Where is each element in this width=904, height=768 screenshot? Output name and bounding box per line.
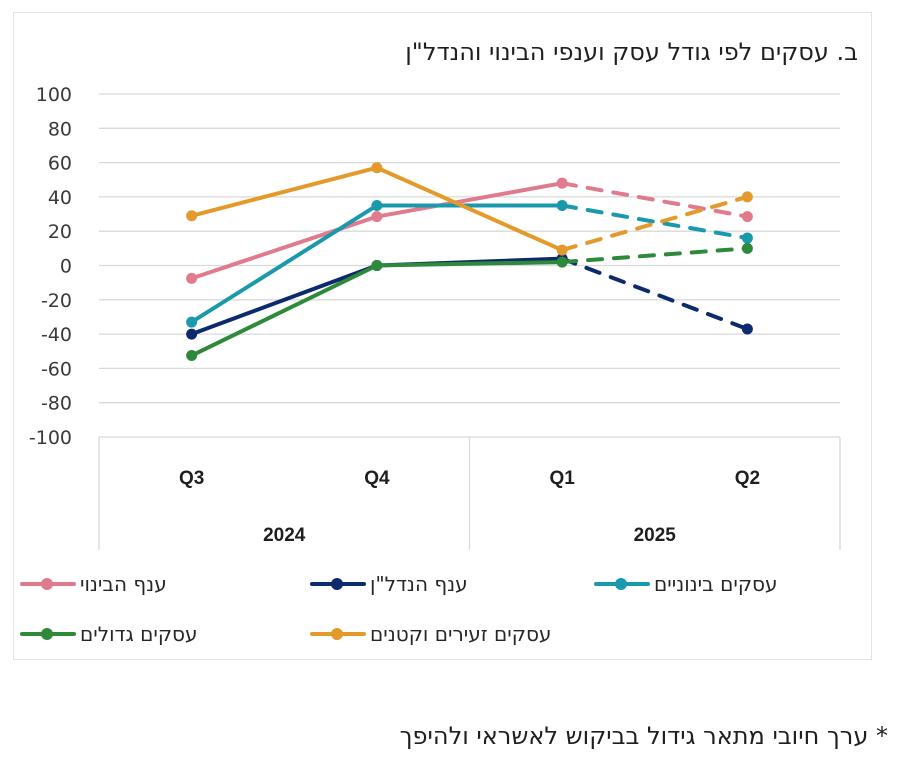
data-point	[371, 199, 383, 211]
data-point	[556, 256, 568, 268]
data-point	[556, 244, 568, 256]
legend-label: ענף הנדל"ן	[370, 572, 468, 596]
y-tick-label: 80	[48, 118, 72, 140]
data-point	[371, 162, 383, 174]
y-tick-label: 40	[48, 187, 72, 209]
data-point	[741, 191, 753, 203]
y-tick-label: 60	[48, 153, 72, 175]
x-group-label: 2024	[263, 525, 306, 546]
legend-swatch-medium-businesses	[594, 576, 650, 592]
y-tick-label: 0	[60, 256, 72, 278]
legend-swatch-construction	[20, 576, 76, 592]
legend-swatch-real-estate	[310, 576, 366, 592]
data-point	[741, 323, 753, 335]
y-tick-label: -100	[29, 427, 72, 449]
legend-item-construction: ענף הבינוי	[20, 572, 167, 596]
y-tick-label: -20	[41, 290, 72, 312]
legend-item-medium-businesses: עסקים בינוניים	[594, 572, 778, 596]
series-forecast-line	[560, 246, 750, 265]
y-tick-label: -40	[41, 324, 72, 346]
series-forecast-line	[560, 181, 750, 219]
legend-swatch-small-businesses	[310, 626, 366, 642]
legend-label: ענף הבינוי	[80, 572, 167, 596]
footnote: * ערך חיובי מתאר גידול בביקוש לאשראי ולה…	[399, 722, 888, 750]
data-point	[186, 210, 198, 222]
x-tick-label: Q4	[364, 468, 390, 489]
y-tick-label: -60	[41, 358, 72, 380]
y-tick-label: 100	[36, 84, 72, 106]
legend-item-large-businesses: עסקים גדולים	[20, 622, 198, 646]
data-point	[741, 242, 753, 254]
data-point	[556, 199, 568, 211]
x-tick-label: Q2	[735, 468, 760, 489]
legend-label: עסקים בינוניים	[654, 572, 778, 596]
y-tick-label: 20	[48, 221, 72, 243]
data-point	[186, 316, 198, 328]
legend-label: עסקים גדולים	[80, 622, 198, 646]
series-forecast-line	[560, 203, 750, 241]
chart-title: ב. עסקים לפי גודל עסק וענפי הבינוי והנדל…	[405, 38, 858, 66]
y-tick-label: -80	[41, 393, 72, 415]
data-point	[741, 232, 753, 244]
data-point	[556, 177, 568, 189]
legend-label: עסקים זעירים וקטנים	[370, 622, 552, 646]
data-point	[741, 211, 753, 223]
x-tick-label: Q3	[179, 468, 204, 489]
data-point	[186, 350, 198, 362]
legend-swatch-large-businesses	[20, 626, 76, 642]
series-forecast-line	[560, 256, 750, 331]
series-line	[189, 260, 565, 358]
data-point	[186, 328, 198, 340]
data-point	[371, 260, 383, 271]
data-point	[371, 211, 383, 223]
legend-item-small-businesses: עסקים זעירים וקטנים	[310, 622, 551, 646]
x-tick-label: Q1	[549, 468, 575, 489]
data-point	[186, 272, 198, 284]
series-forecast-line	[560, 194, 750, 253]
x-group-label: 2025	[634, 525, 677, 546]
chart-frame	[13, 12, 872, 660]
legend-item-real-estate: ענף הנדל"ן	[310, 572, 468, 596]
